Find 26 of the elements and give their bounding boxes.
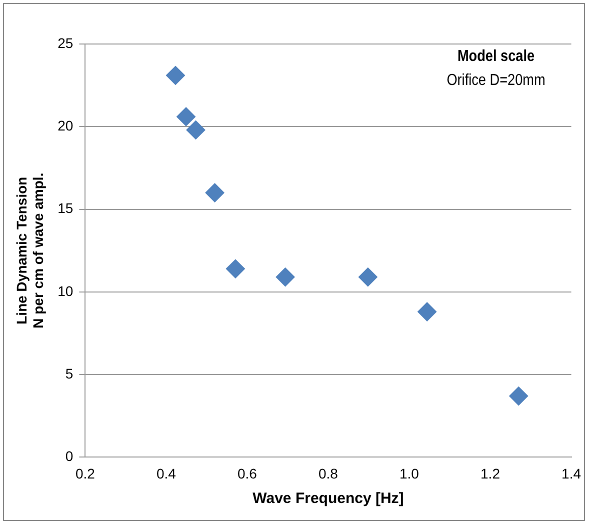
point: [509, 386, 528, 406]
x-tick-label: 1.4: [562, 465, 582, 482]
x-tick-label: 0.8: [318, 465, 338, 482]
point: [205, 183, 224, 202]
y-tick-label: 0: [65, 448, 74, 464]
point: [418, 302, 437, 322]
x-tick-label: 0.6: [237, 465, 258, 482]
y-tick-label: 10: [58, 282, 74, 299]
x-tick-label: 1.0: [400, 465, 420, 482]
y-tick-label: 15: [58, 200, 74, 216]
point: [358, 268, 378, 287]
x-tick-label: 0.2: [75, 465, 96, 482]
point: [186, 120, 206, 140]
y-tick-label: 25: [58, 34, 74, 51]
x-tick-label: 0.4: [156, 465, 176, 482]
y-tick-label: 5: [65, 365, 74, 382]
annotation: Orifice D=20mm: [446, 72, 546, 90]
y-axis-title: Line Dynamic Tension N per cm of wave ampl.: [13, 172, 46, 328]
point: [226, 259, 245, 278]
annotation: Model scale: [456, 48, 536, 66]
x-tick-label: 1.2: [480, 465, 500, 482]
point: [276, 268, 295, 287]
y-tick-label: 20: [58, 118, 74, 134]
point: [176, 107, 196, 126]
point: [166, 66, 186, 85]
x-axis-title: Wave Frequency [Hz]: [252, 490, 404, 508]
